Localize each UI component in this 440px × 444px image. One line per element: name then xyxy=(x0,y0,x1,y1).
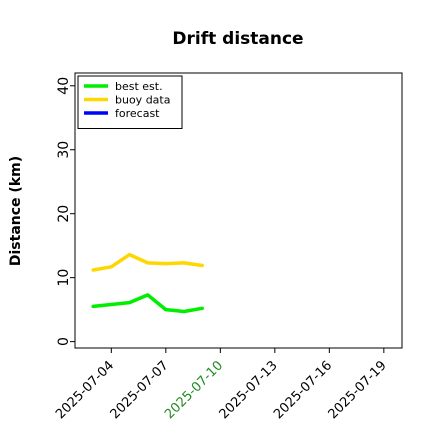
plot-frame xyxy=(74,72,403,349)
x-axis-ticks: 2025-07-042025-07-072025-07-102025-07-13… xyxy=(53,348,390,422)
y-axis-label: Distance (km) xyxy=(8,156,24,266)
series-line-buoy-data xyxy=(91,252,204,272)
x-tick-label: 2025-07-19 xyxy=(326,358,390,422)
y-tick-label: 40 xyxy=(56,77,72,95)
series-layer xyxy=(91,252,204,314)
y-tick-label: 0 xyxy=(56,337,72,346)
y-axis-ticks: 0 10 20 30 40 xyxy=(56,77,75,346)
legend-label: forecast xyxy=(115,107,160,120)
chart-title: Drift distance xyxy=(172,29,303,49)
y-tick-label: 10 xyxy=(56,269,72,287)
legend-label: best est. xyxy=(115,80,163,93)
legend-label: buoy data xyxy=(115,93,170,106)
series-line-best-est- xyxy=(91,293,204,314)
y-tick-label: 30 xyxy=(56,141,72,159)
y-tick-label: 20 xyxy=(56,205,72,223)
